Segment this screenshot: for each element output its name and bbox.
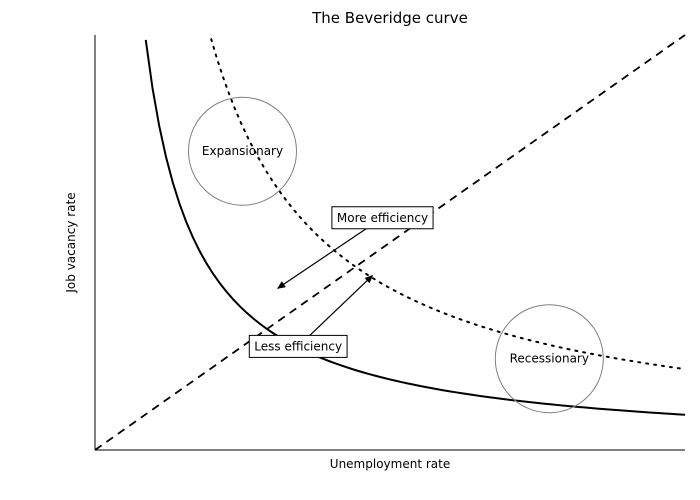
- annotation-label-0: More efficiency: [337, 211, 428, 225]
- annotation-arrow-0: [278, 229, 366, 288]
- annotation-arrow-1: [310, 276, 373, 336]
- annotation-label-1: Less efficiency: [254, 339, 342, 353]
- diagonal-labor-market-line: [95, 35, 685, 450]
- plot-area: Expansionary Recessionary More efficiency…: [95, 35, 685, 450]
- region-label-1: Recessionary: [510, 352, 589, 366]
- beveridge-curve-outer: [211, 39, 685, 369]
- region-circles: Expansionary Recessionary: [189, 97, 604, 413]
- x-axis-label: Unemployment rate: [330, 457, 450, 471]
- chart-title: The Beveridge curve: [311, 9, 468, 27]
- region-label-0: Expansionary: [202, 144, 283, 158]
- y-axis-label: Job vacancy rate: [64, 192, 78, 293]
